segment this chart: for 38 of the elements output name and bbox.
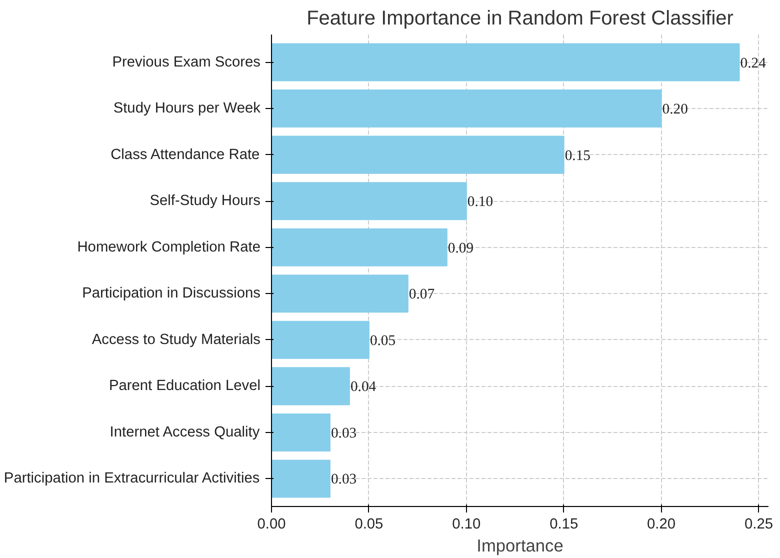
y-tick-label: Self-Study Hours	[150, 193, 260, 210]
y-tick-label: Parent Education Level	[108, 378, 261, 394]
data-label: 0.03	[330, 425, 357, 442]
x-tick-label: 0.25	[744, 516, 774, 532]
y-tick-label: Participation in Extracurricular Activities	[4, 470, 260, 487]
bar	[272, 90, 662, 128]
chart-title: Feature Importance in Random Forest Classifier	[306, 8, 734, 30]
x-tick-label: 0.20	[647, 516, 676, 532]
x-tick-label: 0.00	[257, 516, 286, 532]
bar	[272, 413, 330, 452]
bar	[272, 43, 740, 82]
y-tick-label: Study Hours per Week	[113, 100, 262, 117]
data-label: 0.04	[350, 379, 377, 396]
y-tick-label: Previous Exam Scores	[112, 54, 261, 70]
data-label: 0.03	[330, 472, 357, 488]
bar	[272, 320, 370, 359]
bar	[272, 367, 350, 406]
data-label: 0.09	[448, 240, 474, 256]
y-tick-label: Access to Study Materials	[92, 332, 261, 348]
x-axis-title: Importance	[476, 536, 564, 556]
data-label: 0.07	[408, 286, 435, 303]
bar	[272, 136, 564, 174]
y-tick-label: Homework Completion Rate	[77, 239, 261, 256]
bar	[272, 182, 467, 220]
data-label: 0.20	[662, 102, 688, 118]
bar	[272, 274, 408, 313]
data-label: 0.15	[564, 148, 591, 164]
bar	[272, 460, 330, 498]
bar	[272, 228, 448, 266]
x-tick-label: 0.05	[354, 516, 384, 532]
x-tick-label: 0.15	[550, 516, 578, 532]
data-label: 0.05	[370, 332, 396, 349]
y-tick-label: Class Attendance Rate	[110, 146, 260, 163]
data-label: 0.24	[740, 55, 767, 72]
data-label: 0.10	[467, 194, 494, 210]
y-tick-label: Participation in Discussions	[82, 286, 261, 302]
y-tick-label: Internet Access Quality	[110, 424, 260, 440]
x-tick-label: 0.10	[452, 516, 481, 532]
